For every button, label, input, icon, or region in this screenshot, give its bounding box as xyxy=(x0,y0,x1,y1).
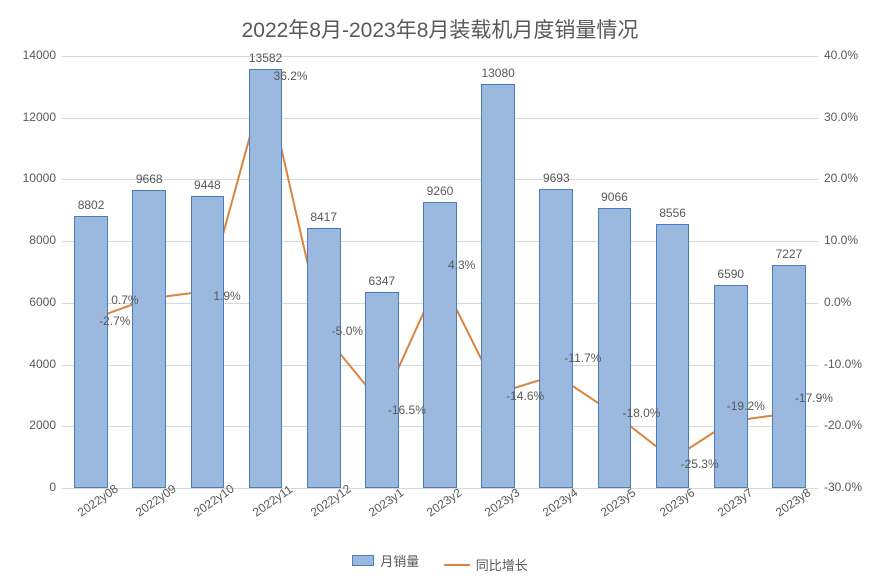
legend-line-label: 同比增长 xyxy=(476,555,528,574)
chart-title: 2022年8月-2023年8月装载机月度销量情况 xyxy=(0,14,880,44)
bar xyxy=(772,265,806,488)
bar xyxy=(249,69,283,488)
bar-value-label: 13080 xyxy=(481,66,514,80)
grid-line xyxy=(62,179,818,180)
bar-value-label: 8556 xyxy=(659,206,686,220)
y-right-tick: -20.0% xyxy=(824,418,862,432)
line-value-label: -11.7% xyxy=(564,351,601,365)
bar-value-label: 8417 xyxy=(310,210,337,224)
legend-line-swatch xyxy=(444,564,470,566)
x-tick-label: 2023y1 xyxy=(366,485,406,519)
bar-value-label: 9260 xyxy=(427,184,454,198)
legend-bar-label: 月销量 xyxy=(380,551,419,570)
bar-value-label: 9668 xyxy=(136,172,163,186)
legend-item-bars: 月销量 xyxy=(352,551,419,570)
y-left-tick: 14000 xyxy=(23,48,56,62)
line-value-label: -17.9% xyxy=(795,391,833,405)
y-left-tick: 4000 xyxy=(29,357,56,371)
bar-value-label: 6347 xyxy=(368,274,395,288)
bar-value-label: 9066 xyxy=(601,190,628,204)
chart-container: 2022年8月-2023年8月装载机月度销量情况 月销量 同比增长 0 2000 4… xyxy=(0,0,880,584)
y-right-tick: 10.0% xyxy=(824,233,858,247)
y-left-tick: 12000 xyxy=(23,110,56,124)
legend-bar-swatch xyxy=(352,555,374,566)
grid-line xyxy=(62,118,818,119)
line-value-label: 4.3% xyxy=(448,258,475,272)
line-value-label: -18.0% xyxy=(622,406,660,420)
y-left-tick: 6000 xyxy=(29,295,56,309)
bar-value-label: 13582 xyxy=(249,51,282,65)
bar xyxy=(539,189,573,488)
bar xyxy=(307,228,341,488)
y-left-tick: 2000 xyxy=(29,418,56,432)
bar xyxy=(132,190,166,488)
line-value-label: 0.7% xyxy=(111,293,138,307)
bar xyxy=(481,84,515,488)
y-right-tick: 20.0% xyxy=(824,171,858,185)
bar-value-label: 6590 xyxy=(717,267,744,281)
x-tick-label: 2023y5 xyxy=(598,485,638,519)
bar-value-label: 8802 xyxy=(78,198,105,212)
y-right-tick: 30.0% xyxy=(824,110,858,124)
x-tick-label: 2023y2 xyxy=(424,485,464,519)
line-value-label: -16.5% xyxy=(388,403,426,417)
line-value-label: 36.2% xyxy=(274,69,308,83)
line-value-label: 1.9% xyxy=(213,289,240,303)
x-tick-label: 2023y8 xyxy=(773,485,813,519)
bar xyxy=(656,224,690,488)
bar-value-label: 7227 xyxy=(776,247,803,261)
y-left-tick: 8000 xyxy=(29,233,56,247)
grid-line xyxy=(62,56,818,57)
bar xyxy=(423,202,457,488)
line-value-label: -19.2% xyxy=(727,399,765,413)
y-right-tick: -10.0% xyxy=(824,357,862,371)
legend: 月销量 同比增长 xyxy=(0,551,880,575)
line-value-label: -14.6% xyxy=(506,389,544,403)
x-tick-label: 2023y4 xyxy=(540,485,580,519)
x-tick-label: 2023y6 xyxy=(657,485,697,519)
bar-value-label: 9448 xyxy=(194,178,221,192)
line-value-label: -2.7% xyxy=(99,314,130,328)
line-value-label: -25.3% xyxy=(681,457,719,471)
line-value-label: -5.0% xyxy=(332,324,363,338)
bar xyxy=(191,196,225,488)
legend-item-line: 同比增长 xyxy=(444,555,528,574)
y-right-tick: -30.0% xyxy=(824,480,862,494)
x-tick-label: 2023y3 xyxy=(482,485,522,519)
bar xyxy=(74,216,108,488)
y-right-tick: 0.0% xyxy=(824,295,851,309)
y-right-tick: 40.0% xyxy=(824,48,858,62)
bar xyxy=(365,292,399,488)
bar xyxy=(598,208,632,488)
y-left-tick: 0 xyxy=(49,480,56,494)
x-tick-label: 2023y7 xyxy=(715,485,755,519)
y-left-tick: 10000 xyxy=(23,171,56,185)
bar-value-label: 9693 xyxy=(543,171,570,185)
